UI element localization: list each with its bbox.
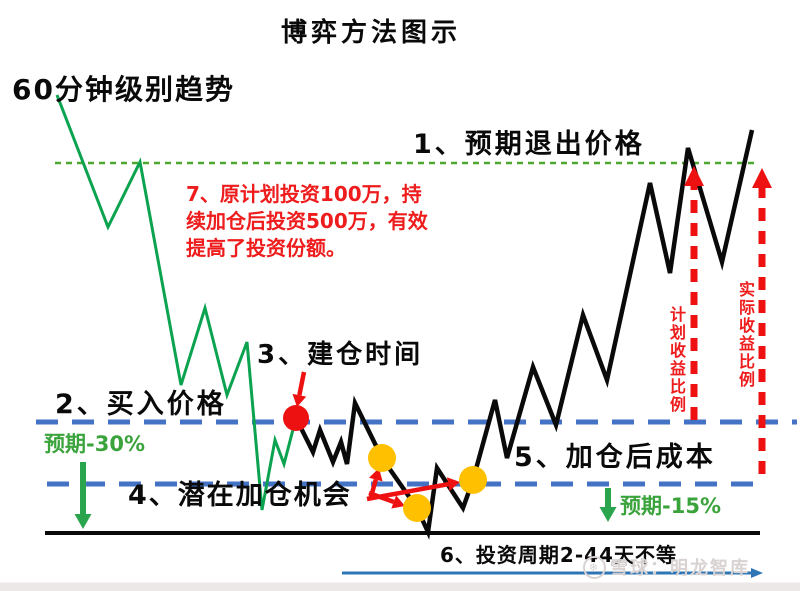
planned-return-ratio-label: 计划收益比例: [667, 306, 686, 414]
actual-return-ratio-label: 实际收益比例: [736, 281, 755, 389]
watermark-text: 雪球：明龙智库: [610, 558, 750, 579]
expect-minus-15-label: 预期-15%: [620, 494, 721, 518]
trend-level-label: 60分钟级别趋势: [12, 73, 235, 106]
label-entry-time: 3、建仓时间: [257, 340, 424, 370]
label-add-opportunity: 4、潜在加仓机会: [128, 480, 352, 511]
page-title: 博弈方法图示: [281, 18, 462, 48]
expect-minus-30-label: 预期-30%: [44, 432, 145, 456]
bottom-bar: [0, 582, 800, 591]
watermark: ❄ 雪球：明龙智库: [583, 554, 750, 580]
snowball-logo-icon: ❄: [583, 555, 606, 579]
label-buy-price: 2、买入价格: [55, 389, 227, 420]
label-investment-period: 6、投资周期2-44天不等: [440, 543, 677, 567]
note-investment-amount: 7、原计划投资100万，持 续加仓后投资500万，有效 提高了投资份额。: [186, 182, 428, 260]
label-exit-price: 1、预期退出价格: [413, 129, 645, 160]
label-cost-after-add: 5、加仓后成本: [514, 442, 716, 473]
